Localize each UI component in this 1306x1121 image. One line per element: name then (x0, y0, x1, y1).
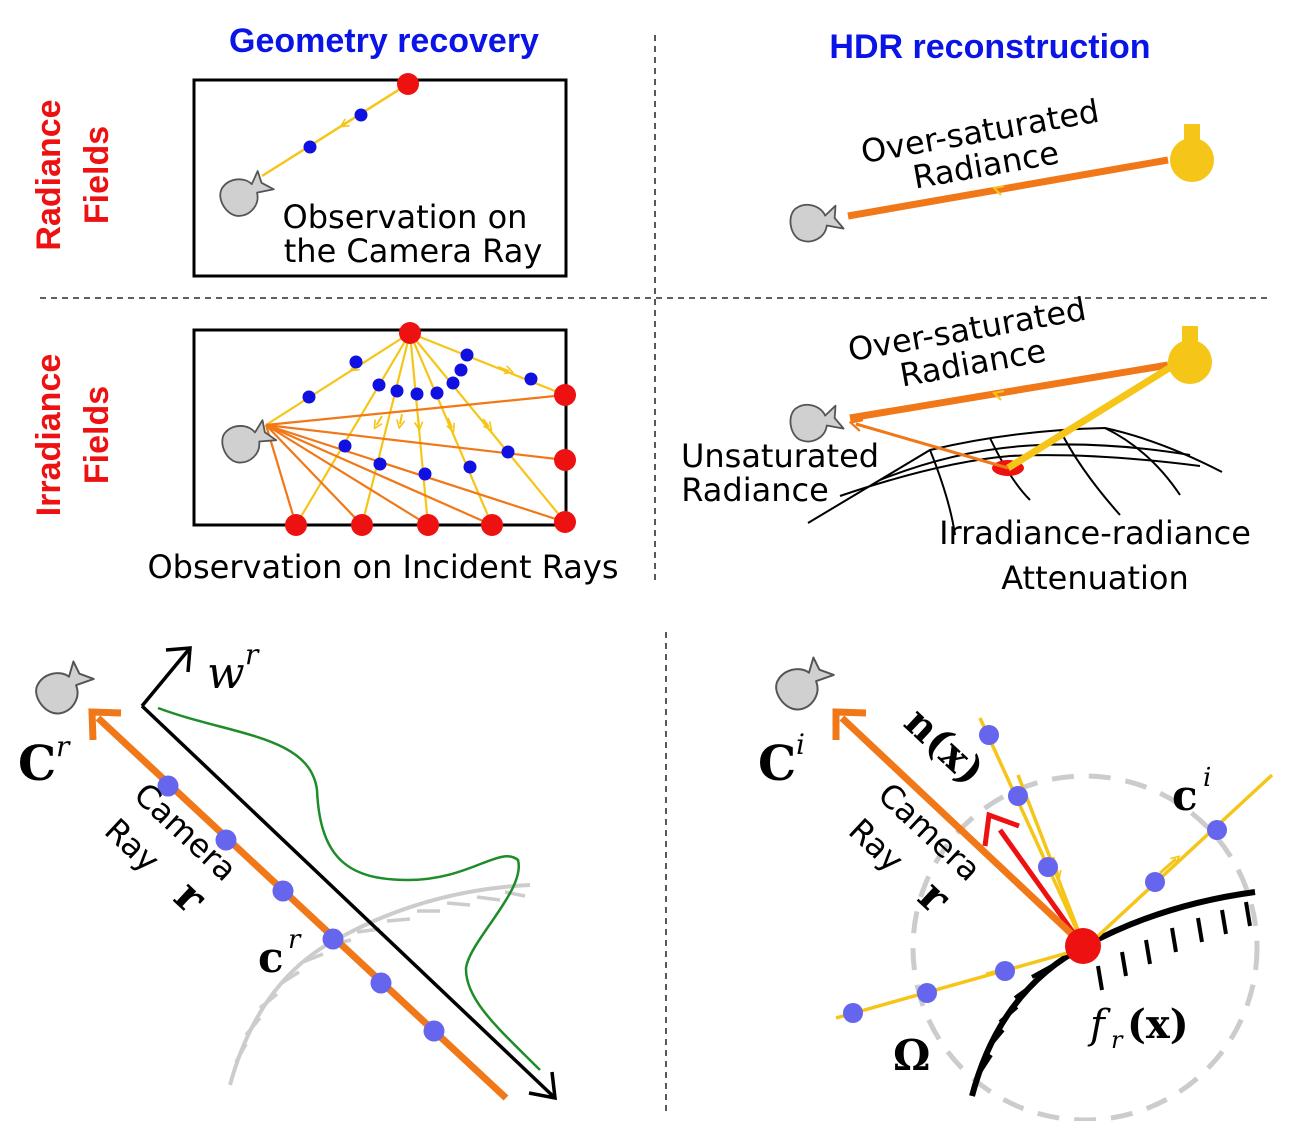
camera-icon (768, 648, 840, 718)
ray-symbol: r (164, 870, 216, 924)
C-sup: i (796, 728, 805, 761)
sample-point (354, 108, 368, 122)
camera-ray-arrowhead (88, 708, 122, 741)
C-base: C (18, 736, 56, 792)
sample-points (302, 348, 538, 481)
light-bulb-icon (1168, 326, 1212, 384)
sample-points (157, 775, 445, 1042)
row-header-radiance-line1: Radiance (30, 99, 68, 250)
ray-arrow (991, 185, 1005, 196)
brdf-f: f (1087, 1002, 1111, 1048)
c-sup: r (288, 925, 302, 955)
panel-frame (192, 78, 568, 278)
unsaturated-line2: Radiance (681, 471, 829, 509)
camera-ray (95, 715, 509, 1101)
weight-value-axis-arrow (165, 646, 192, 673)
unsaturated-ray (856, 424, 1009, 470)
bottom-right-illustration: C i Camera Ray r n(x) c i Ω f r (x) (758, 648, 1274, 1121)
label-C-i: C i (758, 728, 805, 792)
caption: Observation on Incident Rays (147, 548, 618, 586)
sample-points (843, 725, 1227, 1023)
row-header-radiance-line2: Fields (78, 126, 116, 224)
caption-line2: the Camera Ray (284, 232, 543, 270)
C-sup: r (56, 730, 71, 763)
hemisphere-omega (910, 773, 1260, 1121)
weight-axis-arrow (528, 1071, 558, 1101)
camera-icon (28, 652, 100, 722)
brdf-sub: r (1111, 1026, 1124, 1054)
surface-point-x (1065, 928, 1101, 964)
column-header-hdr: HDR reconstruction (829, 28, 1150, 66)
weight-density-curve (157, 706, 541, 1071)
surface-points (285, 322, 576, 536)
over-saturated-ray (847, 156, 1169, 220)
over-saturated-ray (849, 361, 1169, 422)
bottom-left-illustration: C r Camera Ray r c r w r (18, 638, 558, 1101)
omega-label: Ω (893, 1031, 930, 1080)
attenuation-line1: Irradiance-radiance (939, 514, 1251, 552)
attenuation-line2: Attenuation (1001, 559, 1189, 597)
caption-line1: Observation on (283, 198, 528, 236)
panel-frame (192, 328, 568, 527)
panel-hdr-irradiance: Over-saturated Radiance Unsaturated Radi… (681, 290, 1251, 597)
surface-point (397, 73, 419, 95)
camera-ray-label: Camera Ray r (97, 775, 244, 924)
column-header-geometry: Geometry recovery (229, 22, 539, 60)
normal-vector (997, 828, 1083, 944)
c-base: c (258, 933, 284, 982)
row-header-irradiance: Irradiance Fields (30, 354, 116, 517)
surface-hatching (234, 890, 526, 1063)
panel-geometry-irradiance: Observation on Incident Rays (147, 322, 619, 586)
camera-ray-label: Camera Ray r (841, 775, 988, 924)
camera-icon (215, 412, 281, 469)
label-C-r: C r (18, 730, 71, 792)
camera-ray (261, 82, 409, 178)
ray-arrow (991, 390, 1005, 401)
incident-rays (265, 331, 566, 526)
w-base: w (207, 648, 245, 699)
brdf-label: f r (x) (1087, 1001, 1189, 1054)
label-c-i: c i (1172, 763, 1211, 820)
panel-hdr-radiance: Over-saturated Radiance (786, 92, 1214, 246)
incident-light-ray (1006, 357, 1184, 471)
weight-axis (140, 704, 557, 1100)
surface-grid (807, 426, 1223, 536)
camera-ray-arrowhead (832, 708, 867, 740)
camera-icon (786, 198, 846, 246)
camera-ray (839, 715, 1081, 943)
over-saturated-label: Over-saturated Radiance (858, 92, 1102, 197)
light-bulb-icon (1170, 124, 1214, 182)
row-header-radiance: Radiance Fields (30, 99, 116, 250)
panel-geometry-radiance: Observation on the Camera Ray (192, 73, 568, 278)
C-base: C (758, 736, 796, 792)
surface-hatching (976, 901, 1252, 1077)
brdf-arg: (x) (1127, 1001, 1189, 1048)
outgoing-rays (264, 393, 566, 527)
row-header-irradiance-line1: Irradiance (30, 354, 68, 517)
unsaturated-line1: Unsaturated (681, 437, 879, 475)
row-header-irradiance-line2: Fields (78, 386, 116, 484)
label-c-r: c r (258, 925, 302, 982)
c-base: c (1172, 771, 1198, 820)
divider-lines (40, 35, 1270, 1112)
weight-value-axis (140, 646, 192, 708)
label-w-r: w r (207, 638, 260, 699)
c-sup: i (1203, 763, 1211, 793)
normal-vector-arrowhead (982, 811, 1020, 847)
w-sup: r (245, 638, 260, 671)
sample-point (303, 140, 317, 154)
